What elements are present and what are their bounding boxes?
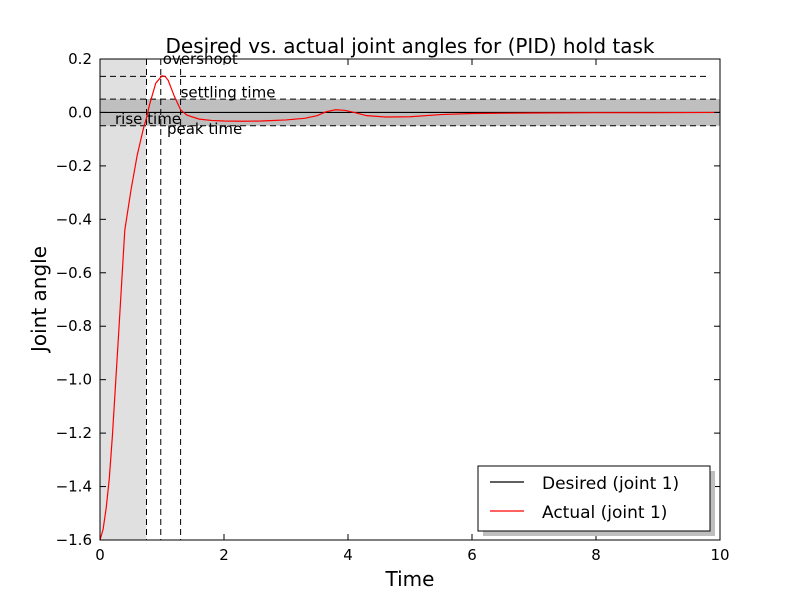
x-tick-label: 0 (95, 546, 105, 564)
y-tick-label: −1.6 (56, 531, 92, 549)
rise-time-shade-layer (100, 59, 147, 540)
legend-box (477, 465, 711, 532)
legend-label-desired: Desired (joint 1) (542, 474, 679, 494)
annotation-settling-time: settling time (181, 84, 276, 102)
legend: Desired (joint 1) Actual (joint 1) (477, 465, 715, 536)
x-tick-label: 2 (219, 546, 229, 564)
annotation-overshoot: overshoot (163, 50, 238, 68)
legend-label-actual: Actual (joint 1) (542, 503, 667, 523)
y-tick-label: −0.6 (56, 264, 92, 282)
series-actual-line (99, 75, 721, 541)
x-tick-label: 4 (343, 546, 353, 564)
annotation-peak-time: peak time (167, 120, 242, 138)
x-tick-label: 10 (710, 546, 729, 564)
y-tick-label: −1.4 (56, 478, 92, 496)
y-tick-label: 0.2 (68, 50, 92, 68)
reference-lines-layer (100, 59, 708, 540)
rise-time-shade (100, 59, 147, 540)
annotation-rise-time: rise time (115, 110, 181, 128)
x-tick-label: 6 (467, 546, 477, 564)
y-tick-label: −0.2 (56, 157, 92, 175)
plot-frame (99, 58, 721, 541)
y-tick-label: 0.0 (68, 103, 92, 121)
y-tick-label: −1.0 (56, 371, 92, 389)
chart-title: Desired vs. actual joint angles for (PID… (165, 34, 654, 58)
y-ticks: 0.2 0.0 −0.2 −0.4 −0.6 −0.8 −1.0 −1.2 −1.4 −1.6 (56, 50, 720, 549)
series-layer (99, 75, 721, 541)
y-tick-label: −1.2 (56, 424, 92, 442)
y-tick-label: −0.4 (56, 210, 92, 228)
x-ticks: 0 2 4 6 8 10 (95, 59, 730, 564)
y-tick-label: −0.8 (56, 317, 92, 335)
x-tick-label: 8 (591, 546, 601, 564)
x-axis-label: Time (385, 567, 435, 591)
y-axis-label: Joint angle (27, 246, 51, 354)
